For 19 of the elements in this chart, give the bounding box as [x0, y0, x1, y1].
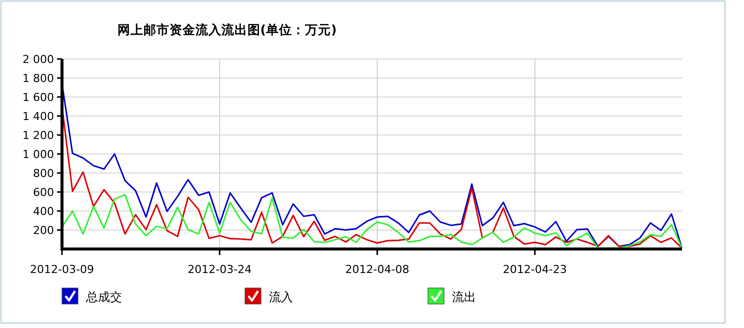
- y-tick-label: 1 200: [22, 129, 54, 142]
- y-tick-label: 2 000: [22, 53, 54, 66]
- y-tick-label: 1 000: [22, 148, 54, 161]
- x-tick-label: 2012-03-24: [188, 263, 252, 276]
- y-tick-label: 1 600: [22, 91, 54, 104]
- y-tick-label: 200: [33, 224, 54, 237]
- plot: 200 400 600 800 1 000 1 200 1 400 1 600 1 800 2 000 2012-03-09 2012-03-24 2012-04-08 2012-04-23: [22, 53, 683, 276]
- legend-label: 流出: [452, 290, 476, 304]
- x-tick-label: 2012-03-09: [30, 263, 94, 276]
- chart-title: 网上邮市资金流入流出图(单位：万元): [117, 22, 337, 37]
- y-tick-label: 600: [33, 186, 54, 199]
- x-tick-label: 2012-04-23: [502, 263, 567, 276]
- y-tick-label: 400: [33, 205, 54, 218]
- legend-label: 流入: [269, 290, 293, 304]
- y-tick-label: 1 800: [22, 72, 54, 85]
- y-tick-label: 800: [33, 167, 54, 180]
- y-tick-label: 1 400: [22, 110, 54, 123]
- legend-label: 总成交: [85, 290, 122, 304]
- x-tick-label: 2012-04-08: [345, 263, 410, 276]
